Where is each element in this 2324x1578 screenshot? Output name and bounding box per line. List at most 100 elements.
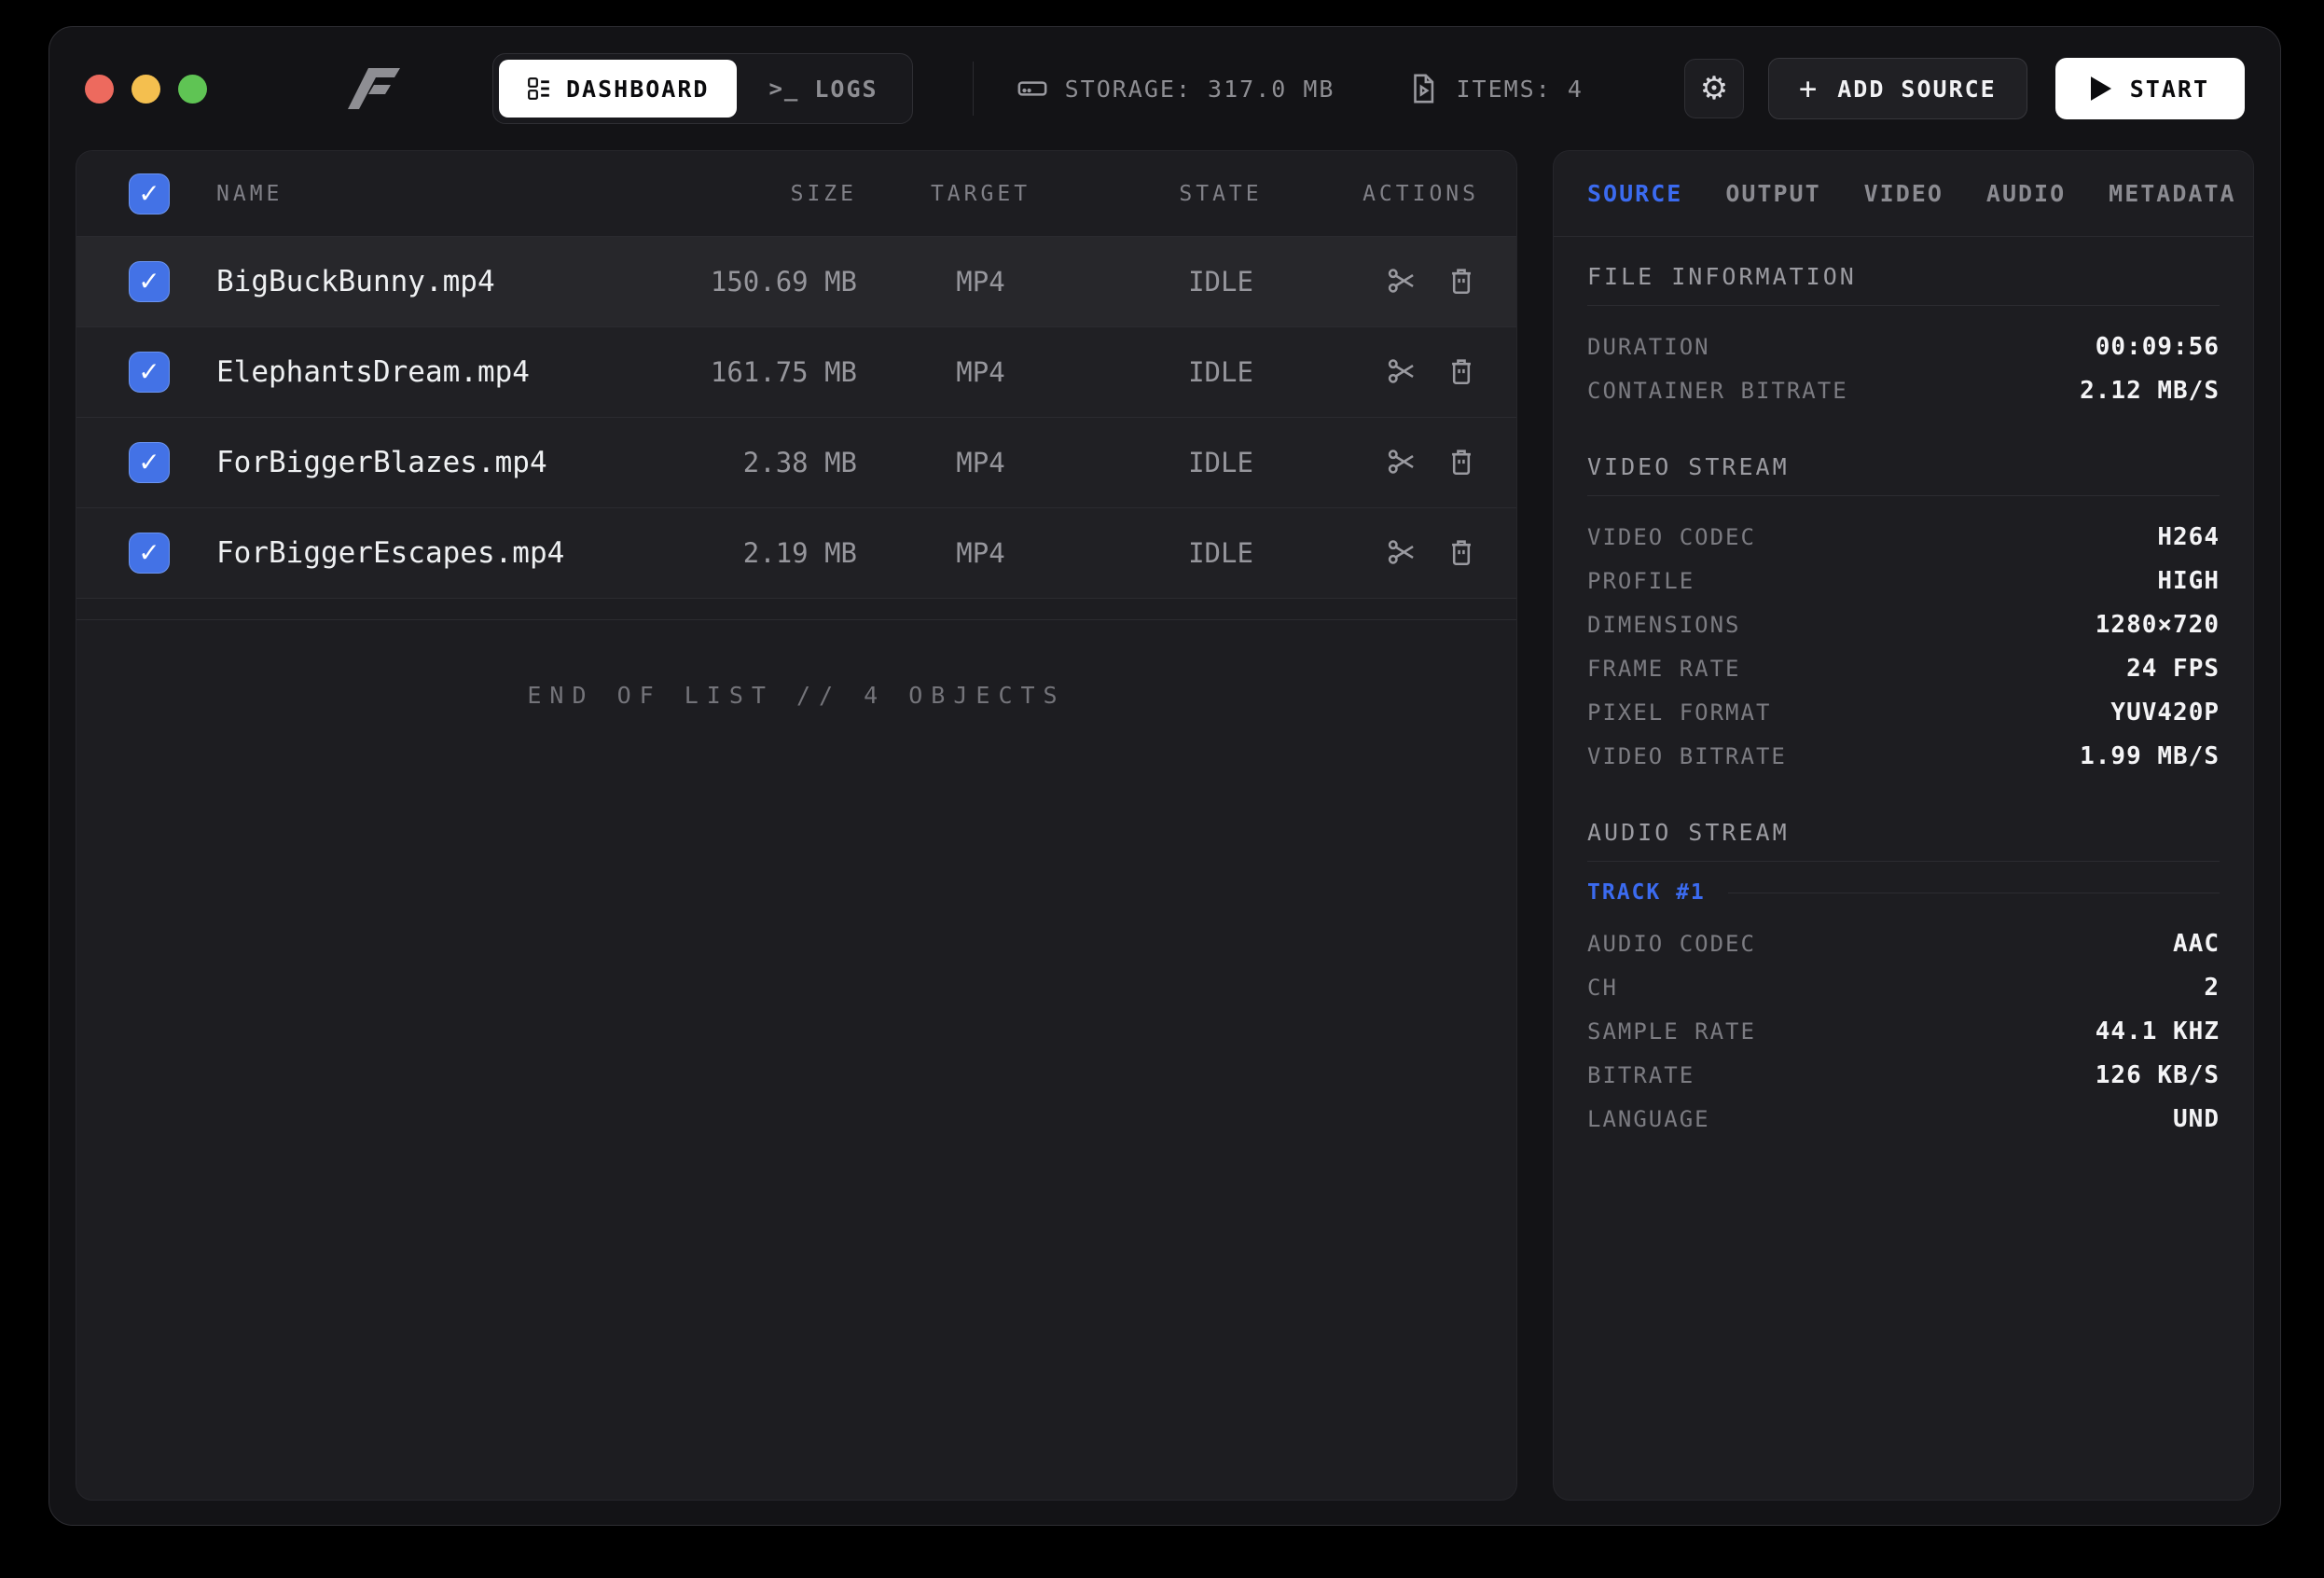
tab-dashboard[interactable]: DASHBOARD — [499, 60, 738, 118]
items-stat: ITEMS: 4 — [1407, 73, 1583, 104]
delete-button[interactable] — [1444, 354, 1479, 390]
section-title: VIDEO STREAM — [1587, 453, 1790, 480]
detail-row: DURATION 00:09:56 — [1587, 325, 2220, 368]
table-row[interactable]: ✓ BigBuckBunny.mp4 150.69 MB MP4 IDLE — [76, 237, 1516, 327]
detail-label: DURATION — [1587, 333, 1710, 360]
section-title: AUDIO STREAM — [1587, 819, 1790, 846]
detail-row: LANGUAGE UND — [1587, 1097, 2220, 1141]
tab-video[interactable]: VIDEO — [1863, 180, 1944, 207]
scissors-icon — [1388, 539, 1414, 564]
detail-row: DIMENSIONS 1280×720 — [1587, 602, 2220, 646]
start-label: START — [2129, 75, 2209, 103]
detail-row: VIDEO BITRATE 1.99 MB/S — [1587, 734, 2220, 778]
settings-button[interactable]: ⚙ — [1683, 59, 1744, 118]
detail-label: VIDEO CODEC — [1587, 523, 1756, 550]
tab-dashboard-label: DASHBOARD — [566, 75, 710, 103]
detail-value: 126 KB/S — [2095, 1060, 2220, 1089]
start-button[interactable]: START — [2054, 58, 2245, 119]
row-checkbox[interactable]: ✓ — [129, 261, 170, 302]
delete-button[interactable] — [1444, 264, 1479, 299]
file-name: BigBuckBunny.mp4 — [216, 265, 495, 298]
row-checkbox[interactable]: ✓ — [129, 533, 170, 574]
items-label: ITEMS: 4 — [1456, 75, 1584, 103]
table-row[interactable]: ✓ ForBiggerBlazes.mp4 2.38 MB MP4 IDLE — [76, 418, 1516, 508]
view-switcher: DASHBOARD >_ LOGS — [492, 53, 913, 124]
file-target: MP4 — [956, 266, 1005, 298]
detail-value: 44.1 KHZ — [2095, 1017, 2220, 1045]
detail-label: VIDEO BITRATE — [1587, 742, 1787, 769]
check-icon: ✓ — [138, 448, 160, 477]
detail-label: LANGUAGE — [1587, 1105, 1710, 1132]
column-header-state[interactable]: STATE — [1179, 181, 1263, 206]
detail-label: BITRATE — [1587, 1061, 1695, 1088]
detail-value: 1.99 MB/S — [2080, 741, 2220, 770]
table-row[interactable]: ✓ ForBiggerEscapes.mp4 2.19 MB MP4 IDLE — [76, 508, 1516, 599]
window-minimize-button[interactable] — [131, 74, 160, 104]
details-tab-bar: SOURCE OUTPUT VIDEO AUDIO METADATA PRESE… — [1554, 151, 2253, 237]
detail-row: VIDEO CODEC H264 — [1587, 515, 2220, 559]
details-panel: SOURCE OUTPUT VIDEO AUDIO METADATA PRESE… — [1553, 150, 2254, 1501]
check-icon: ✓ — [138, 178, 160, 208]
column-header-size[interactable]: SIZE — [790, 181, 857, 206]
detail-row: SAMPLE RATE 44.1 KHZ — [1587, 1009, 2220, 1053]
app-window: DASHBOARD >_ LOGS STORAGE: 317.0 MB ITEM… — [48, 26, 2281, 1526]
audio-stream-section: AUDIO STREAM TRACK #1 AUDIO CODEC AAC CH — [1587, 819, 2220, 1141]
divider — [972, 62, 974, 116]
trash-icon — [1452, 268, 1471, 294]
check-icon: ✓ — [138, 357, 160, 386]
divider — [1587, 861, 2220, 862]
tab-logs-label: LOGS — [814, 75, 878, 103]
check-icon: ✓ — [138, 538, 160, 567]
table-row[interactable]: ✓ ElephantsDream.mp4 161.75 MB MP4 IDLE — [76, 327, 1516, 418]
row-checkbox[interactable]: ✓ — [129, 352, 170, 393]
tab-source[interactable]: SOURCE — [1587, 180, 1683, 207]
add-source-button[interactable]: + ADD SOURCE — [1767, 58, 2027, 119]
detail-value: 1280×720 — [2095, 610, 2220, 639]
detail-value: H264 — [2157, 522, 2220, 551]
video-stream-section: VIDEO STREAM VIDEO CODEC H264 PROFILE HI… — [1587, 453, 2220, 778]
file-name: ForBiggerBlazes.mp4 — [216, 446, 547, 479]
detail-row: CH 2 — [1587, 965, 2220, 1009]
delete-button[interactable] — [1444, 535, 1479, 571]
traffic-lights — [85, 74, 207, 104]
trim-button[interactable] — [1384, 264, 1419, 299]
dashboard-icon — [528, 77, 549, 100]
window-zoom-button[interactable] — [178, 74, 207, 104]
tab-output[interactable]: OUTPUT — [1725, 180, 1821, 207]
file-information-section: FILE INFORMATION DURATION 00:09:56 CONTA… — [1587, 263, 2220, 412]
delete-button[interactable] — [1444, 445, 1479, 480]
detail-label: CONTAINER BITRATE — [1587, 377, 1848, 404]
app-logo-icon — [345, 64, 403, 113]
trash-icon — [1452, 358, 1471, 384]
column-header-actions: ACTIONS — [1363, 181, 1479, 206]
track-label: TRACK #1 — [1587, 880, 1706, 905]
detail-row: PIXEL FORMAT YUV420P — [1587, 690, 2220, 734]
trash-icon — [1452, 539, 1471, 565]
trim-button[interactable] — [1384, 354, 1419, 390]
trim-button[interactable] — [1384, 535, 1419, 571]
section-title: FILE INFORMATION — [1587, 263, 1857, 290]
source-table-panel: ✓ NAME SIZE TARGET STATE ACTIONS ✓ BigBu… — [76, 150, 1517, 1501]
divider — [1587, 495, 2220, 496]
gear-icon: ⚙ — [1699, 71, 1729, 106]
tab-metadata[interactable]: METADATA — [2109, 180, 2236, 207]
row-checkbox[interactable]: ✓ — [129, 442, 170, 483]
trim-button[interactable] — [1384, 445, 1419, 480]
file-size: 161.75 MB — [710, 356, 857, 388]
trash-icon — [1452, 449, 1471, 475]
file-size: 2.19 MB — [742, 537, 857, 569]
play-icon — [2090, 76, 2111, 101]
select-all-checkbox[interactable]: ✓ — [129, 173, 170, 215]
column-header-name[interactable]: NAME — [216, 181, 284, 206]
plus-icon: + — [1798, 71, 1819, 106]
detail-label: PIXEL FORMAT — [1587, 699, 1772, 726]
detail-row: CONTAINER BITRATE 2.12 MB/S — [1587, 368, 2220, 412]
window-close-button[interactable] — [85, 74, 114, 104]
terminal-icon: >_ — [768, 76, 800, 102]
column-header-target[interactable]: TARGET — [930, 181, 1031, 206]
tab-logs[interactable]: >_ LOGS — [740, 60, 906, 118]
detail-label: SAMPLE RATE — [1587, 1017, 1756, 1045]
file-state: IDLE — [1188, 447, 1253, 478]
tab-audio[interactable]: AUDIO — [1985, 180, 2067, 207]
file-size: 2.38 MB — [742, 447, 857, 478]
